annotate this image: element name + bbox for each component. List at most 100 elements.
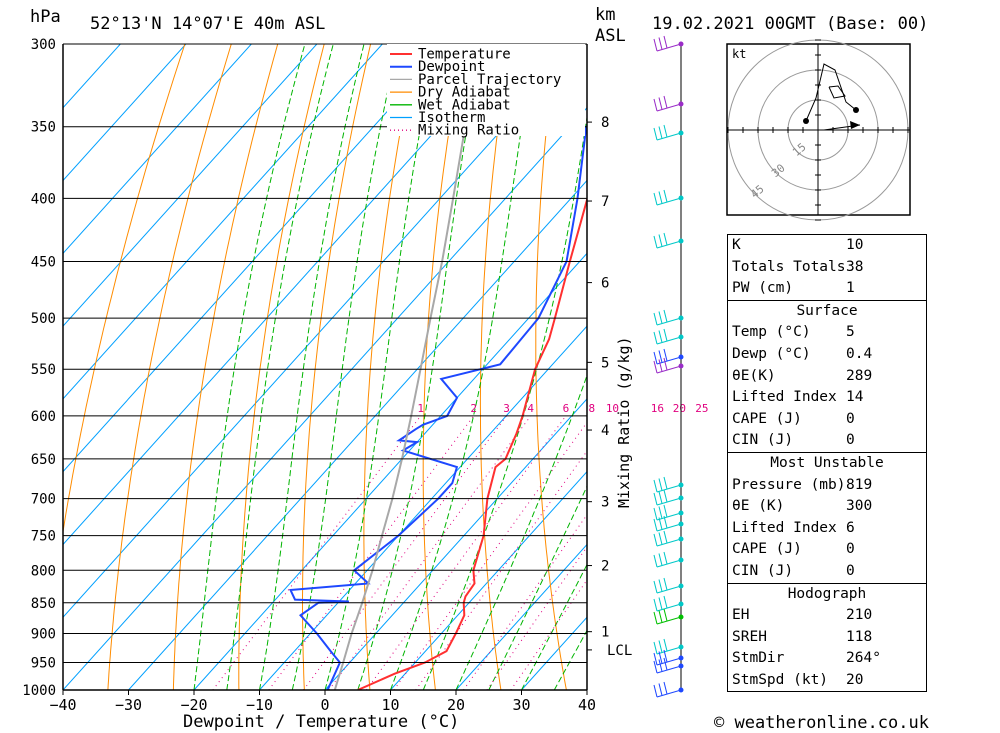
- pressure-tick-label: 750: [31, 529, 56, 545]
- barb-flag: [658, 610, 663, 623]
- barb-flag: [653, 38, 658, 52]
- barb-flag: [653, 312, 658, 326]
- legend-entry: Parcel Trajectory: [418, 72, 561, 88]
- index-row: CAPE (J) 0: [728, 409, 926, 431]
- barb-flag: [663, 515, 668, 529]
- barb-flag: [653, 533, 658, 547]
- index-value: 14: [846, 389, 864, 406]
- barb-flag: [653, 652, 658, 666]
- barb-flag: [658, 532, 663, 545]
- barb-flag: [658, 553, 663, 566]
- barb-flag: [658, 37, 663, 50]
- barb-shaft: [656, 512, 682, 521]
- index-row: CIN (J) 0: [728, 561, 926, 583]
- barb-flag: [663, 309, 668, 323]
- isotherm-line: [0, 7, 23, 690]
- barb-flag: [663, 504, 668, 518]
- index-row: Lifted Index 6: [728, 518, 926, 540]
- wind-barb: [653, 124, 682, 141]
- barb-flag: [663, 577, 668, 591]
- barb-flag: [653, 479, 658, 493]
- barb-flag: [663, 35, 668, 49]
- isotherm-line: [128, 179, 587, 690]
- index-row: CIN (J) 0: [728, 430, 926, 452]
- hodograph-unit: kt: [732, 47, 746, 61]
- hodograph-title: Hodograph: [787, 585, 867, 602]
- barb-flag: [653, 518, 658, 532]
- barb-flag: [658, 126, 663, 139]
- pressure-tick-label: 550: [31, 362, 56, 378]
- axes: 1 2 3 4 6 8 10 16 20 2530035040045050055060065070…: [22, 37, 708, 714]
- barb-flag: [658, 311, 663, 324]
- barb-flag: [663, 489, 668, 503]
- barb-flag: [653, 684, 658, 698]
- general-indices: K 10 Totals Totals 38 PW (cm) 1: [727, 234, 927, 301]
- barb-flag: [653, 507, 658, 521]
- pressure-tick-label: 950: [31, 655, 56, 671]
- mixing-ratio-label: 2: [470, 402, 477, 415]
- indices-panel: K 10 Totals Totals 38 PW (cm) 1 Surface Temp …: [727, 234, 927, 704]
- legend-entry: Isotherm: [418, 110, 485, 126]
- surface-indices: Surface Temp (°C) 5 Dewp (°C) 0.4 θE(K) 289 Li…: [727, 300, 927, 453]
- barb-flag: [663, 649, 668, 663]
- wind-barb: [653, 95, 682, 112]
- barb-shaft: [656, 356, 682, 365]
- index-key: CAPE (J): [732, 410, 802, 427]
- surface-title: Surface: [796, 302, 858, 319]
- hodograph-trace: [805, 63, 857, 122]
- index-key: Lifted Index: [732, 519, 837, 536]
- mixing-ratio-label: 16: [651, 402, 664, 415]
- index-value: 264°: [846, 650, 881, 667]
- dry-adiabat-line: [641, 7, 697, 690]
- barb-shaft: [656, 616, 682, 625]
- profile-curves: [288, 44, 587, 690]
- index-value: 6: [846, 519, 855, 536]
- wind-barb: [653, 530, 682, 547]
- index-row: SREH 118: [728, 627, 926, 649]
- barb-flag: [663, 189, 668, 203]
- pressure-tick-label: 350: [31, 120, 56, 136]
- barb-shaft: [656, 538, 682, 547]
- barb-flag: [663, 681, 668, 695]
- index-row: PW (cm) 1: [728, 278, 926, 300]
- pressure-tick-label: 800: [31, 563, 56, 579]
- index-value: 0.4: [846, 345, 873, 362]
- barb-flag: [663, 476, 668, 490]
- mixing-ratio-label: 8: [589, 402, 596, 415]
- index-key: θE (K): [732, 498, 785, 515]
- pressure-tick-label: 1000: [22, 683, 56, 699]
- wind-barb: [653, 328, 682, 345]
- isotherm-line: [63, 44, 384, 400]
- barb-flag: [658, 234, 663, 247]
- barb-flag: [653, 598, 658, 612]
- mixing-ratio-axis-label: Mixing Ratio (g/kg): [615, 336, 633, 508]
- isotherm-line: [0, 7, 88, 690]
- barb-flag: [653, 192, 658, 206]
- index-row: θE (K) 300: [728, 496, 926, 518]
- index-value: 38: [846, 258, 864, 275]
- index-row: θE(K) 289: [728, 366, 926, 388]
- barb-flag: [658, 651, 663, 664]
- dry-adiabat-line: [971, 7, 1000, 690]
- barb-flag: [653, 641, 658, 655]
- index-value: 819: [846, 476, 873, 493]
- index-key: θE(K): [732, 367, 776, 384]
- most-unstable-title: Most Unstable: [770, 454, 884, 471]
- index-key: StmDir: [732, 650, 785, 667]
- barb-flag: [653, 580, 658, 594]
- index-row: EH 210: [728, 605, 926, 627]
- barb-flag: [658, 517, 663, 530]
- mixing-ratio-label: 3: [503, 402, 510, 415]
- index-key: CAPE (J): [732, 541, 802, 558]
- barb-flag: [653, 127, 658, 141]
- barb-flag: [653, 351, 658, 365]
- mixing-ratio-line: [268, 415, 475, 690]
- legend-entry: Mixing Ratio: [418, 123, 519, 139]
- index-key: K: [732, 237, 741, 253]
- barb-flag: [663, 232, 668, 246]
- mixing-ratio-line: [328, 415, 532, 690]
- barb-flag: [658, 506, 663, 519]
- legend-box: [387, 44, 585, 136]
- barb-shaft: [656, 523, 682, 532]
